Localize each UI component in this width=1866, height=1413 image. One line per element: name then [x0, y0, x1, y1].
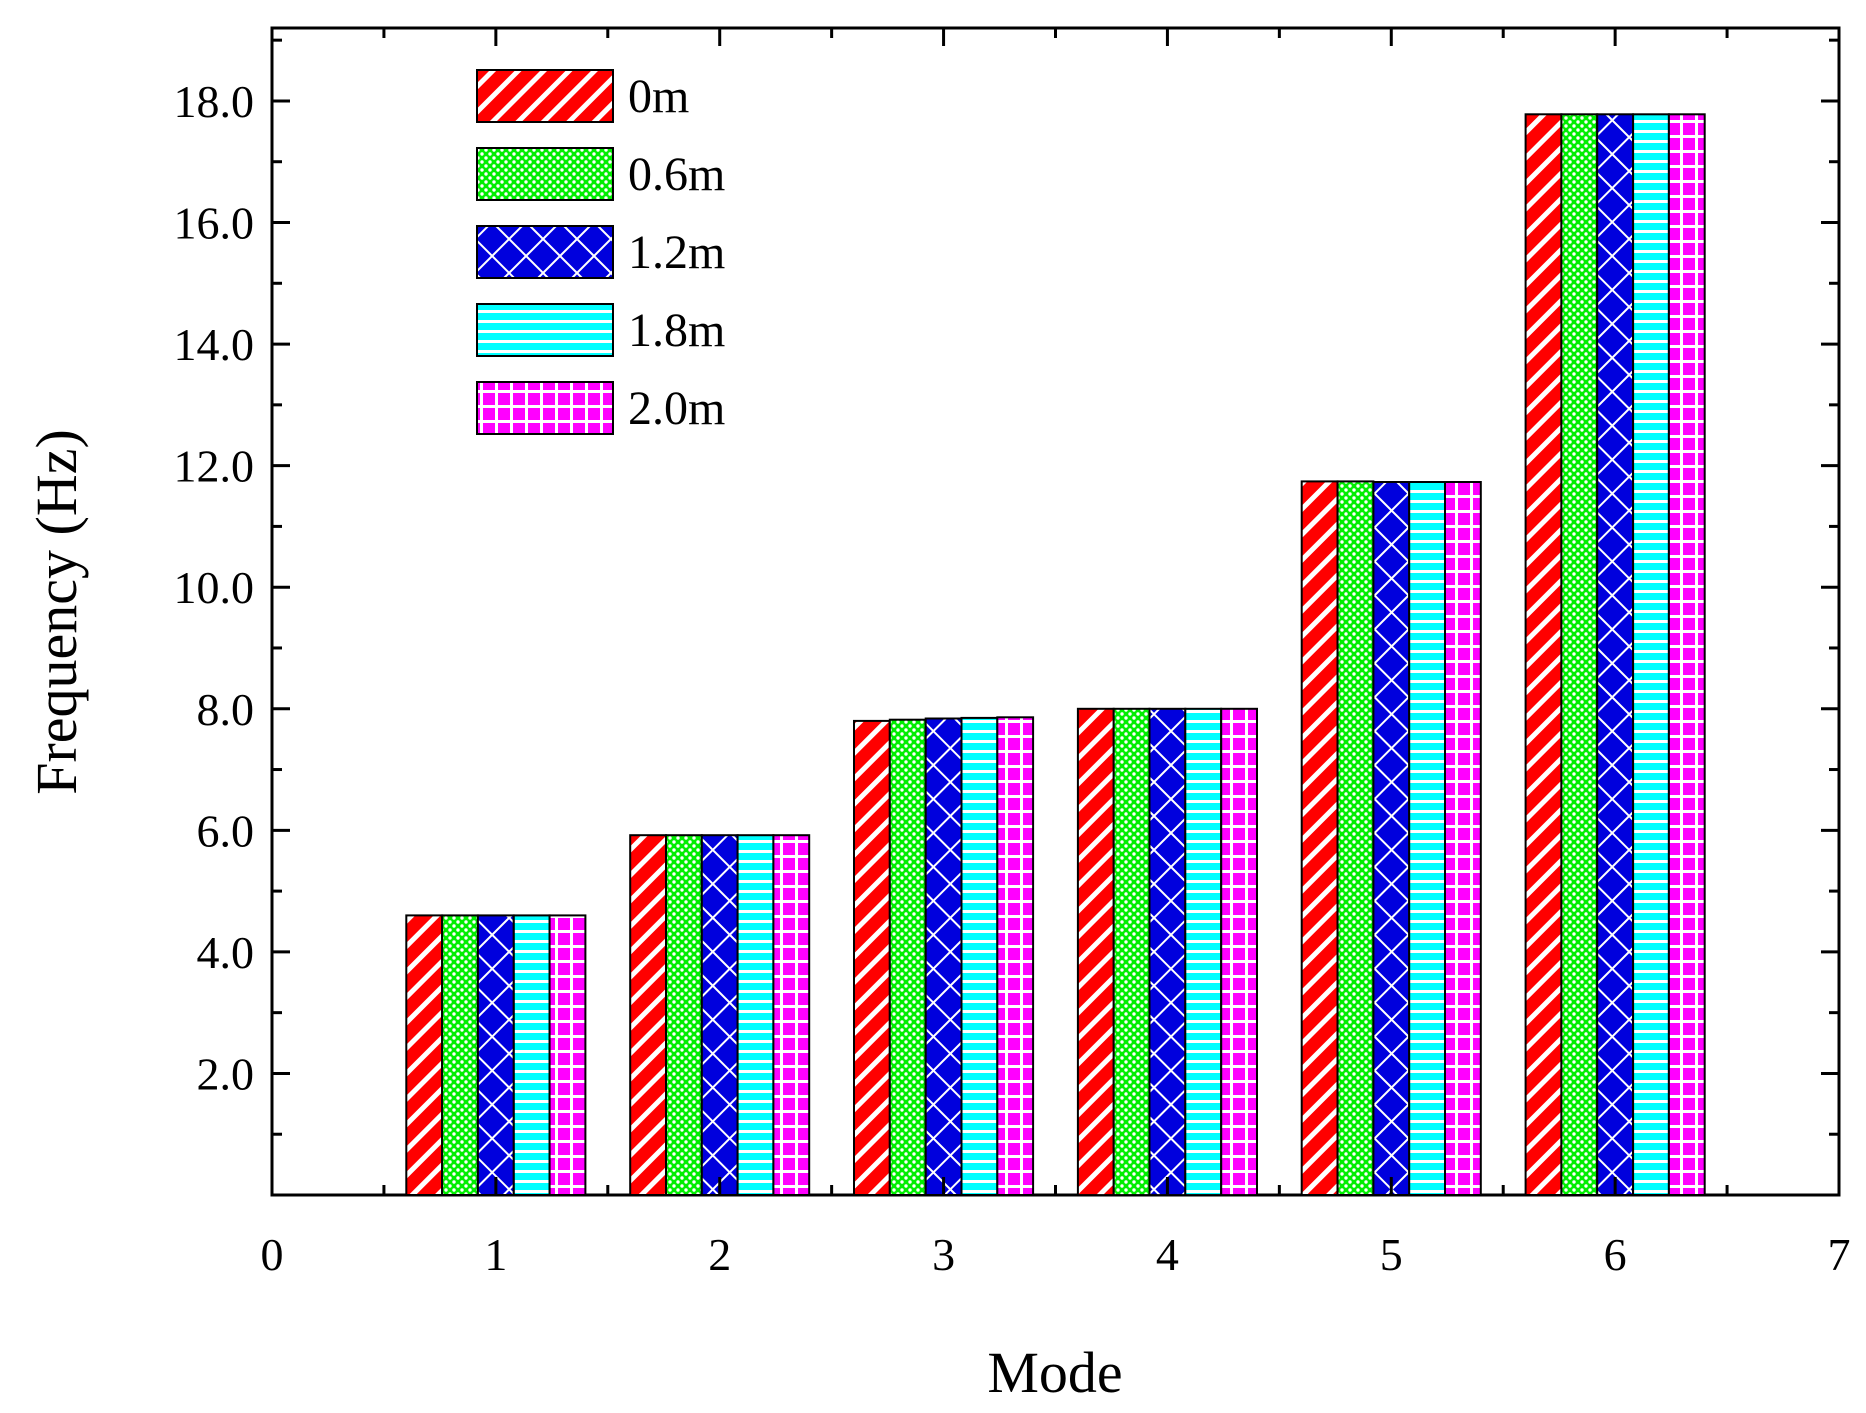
bar-mode-2-1.8m — [736, 834, 775, 1196]
bar-mode-3-0m — [853, 719, 891, 1197]
legend-swatch-0m — [476, 69, 614, 123]
legend-swatch-1.2m — [476, 225, 614, 279]
bar-mode-5-0m — [1300, 480, 1339, 1196]
bar-mode-2-0m — [629, 834, 668, 1196]
legend-label-1.8m: 1.8m — [628, 304, 725, 357]
bar-mode-1-1.8m — [512, 914, 551, 1197]
y-tick-label: 16.0 — [174, 198, 255, 249]
bar-mode-3-0.6m — [888, 718, 927, 1196]
legend: 0m 0.6m 1.2m 1.8m 2.0m — [476, 69, 725, 435]
bar-mode-2-0.6m — [665, 834, 703, 1196]
bar-mode-5-2.0m — [1444, 481, 1482, 1196]
y-tick-label: 14.0 — [174, 319, 255, 370]
x-tick-label: 0 — [261, 1229, 284, 1280]
x-tick-label: 2 — [708, 1229, 731, 1280]
bar-mode-6-0m — [1524, 113, 1563, 1196]
x-tick-label: 3 — [932, 1229, 955, 1280]
bar-mode-4-2.0m — [1220, 707, 1258, 1197]
bar-mode-6-0.6m — [1560, 113, 1599, 1196]
bar-mode-5-1.2m — [1372, 481, 1411, 1196]
y-tick-label: 8.0 — [197, 684, 255, 735]
x-axis-title: Mode — [987, 1340, 1122, 1405]
bar-mode-3-1.2m — [924, 717, 963, 1196]
bar-mode-1-2.0m — [548, 914, 587, 1197]
bar-mode-6-1.2m — [1596, 113, 1634, 1196]
y-tick-label: 10.0 — [174, 562, 255, 613]
legend-swatch-2.0m — [476, 381, 614, 435]
bar-mode-1-0m — [405, 914, 444, 1197]
legend-swatch-1.8m — [476, 303, 614, 357]
legend-label-0m: 0m — [628, 70, 689, 123]
bar-mode-3-1.8m — [960, 716, 999, 1197]
y-axis-ticks: 2.0 4.0 6.0 8.0 10.0 12.0 14.0 16.0 18.0 — [174, 38, 1839, 1136]
bar-mode-5-1.8m — [1408, 481, 1446, 1196]
y-tick-label: 18.0 — [174, 76, 255, 127]
bar-mode-3-2.0m — [996, 716, 1035, 1196]
bar-mode-1-0.6m — [441, 914, 479, 1197]
legend-label-0.6m: 0.6m — [628, 148, 725, 201]
x-tick-label: 1 — [484, 1229, 507, 1280]
x-tick-label: 4 — [1156, 1229, 1179, 1280]
x-tick-label: 7 — [1828, 1229, 1851, 1280]
x-axis-ticks: 0 1 2 3 4 5 6 7 — [261, 28, 1851, 1280]
legend-swatch-0.6m — [476, 147, 614, 201]
y-tick-label: 12.0 — [174, 441, 255, 492]
y-tick-label: 4.0 — [197, 927, 255, 978]
bar-mode-2-1.2m — [700, 834, 739, 1196]
x-tick-label: 5 — [1380, 1229, 1403, 1280]
bar-mode-6-2.0m — [1667, 113, 1706, 1196]
bar-mode-2-2.0m — [772, 834, 811, 1196]
legend-label-2.0m: 2.0m — [628, 382, 725, 435]
bar-mode-4-1.8m — [1184, 707, 1223, 1197]
x-tick-label: 6 — [1604, 1229, 1627, 1280]
bar-mode-1-1.2m — [476, 914, 515, 1197]
bar-mode-5-0.6m — [1336, 480, 1375, 1196]
y-tick-label: 2.0 — [197, 1048, 255, 1099]
y-tick-label: 6.0 — [197, 805, 255, 856]
legend-label-1.2m: 1.2m — [628, 226, 725, 279]
y-axis-title: Frequency (Hz) — [24, 429, 89, 795]
bar-mode-4-0m — [1076, 707, 1115, 1197]
bars-group — [405, 113, 1706, 1197]
bar-mode-4-0.6m — [1112, 707, 1151, 1197]
bar-mode-4-1.2m — [1148, 707, 1187, 1197]
bar-mode-6-1.8m — [1632, 113, 1670, 1196]
